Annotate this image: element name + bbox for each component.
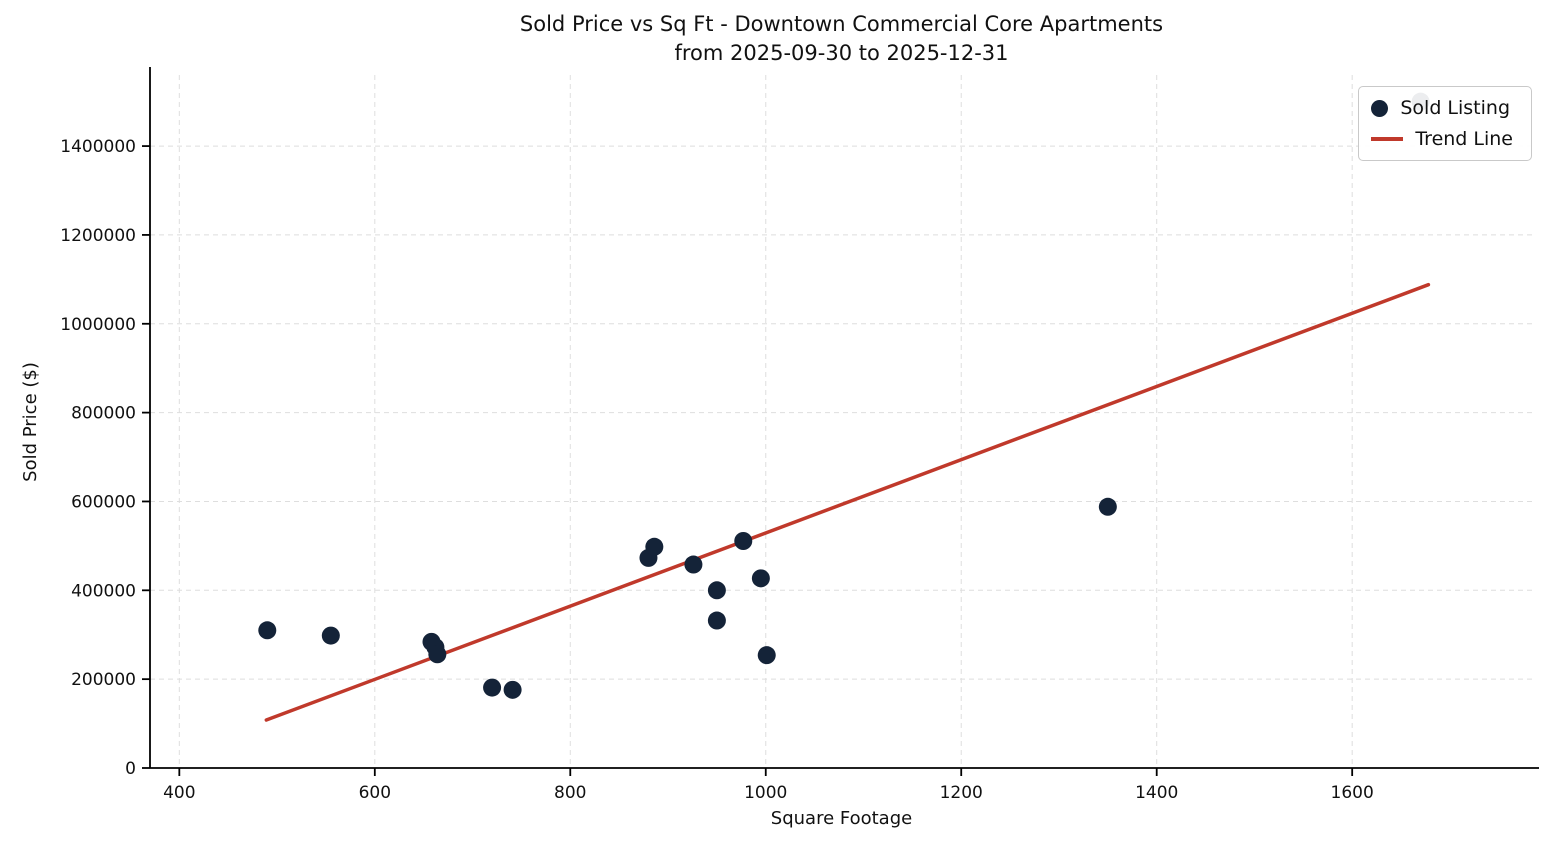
y-tick-label: 1200000	[60, 226, 136, 246]
x-axis-label: Square Footage	[770, 808, 913, 829]
x-tick-label: 800	[554, 783, 586, 803]
y-tick-label: 800000	[71, 404, 136, 424]
y-axis-label: Sold Price ($)	[20, 362, 41, 482]
legend-label-trend-line: Trend Line	[1415, 128, 1513, 150]
trend-line-marker-icon	[1371, 137, 1404, 141]
scatter-point	[707, 611, 726, 630]
x-tick-label: 1400	[1135, 783, 1178, 803]
x-tick-label: 600	[359, 783, 391, 803]
sold-listing-marker-icon	[1371, 99, 1389, 117]
y-tick-label: 200000	[71, 670, 136, 690]
scatter-point	[483, 678, 502, 697]
scatter-point	[1098, 497, 1117, 516]
scatter-point	[645, 537, 664, 556]
legend-item-trend-line: Trend Line	[1371, 128, 1513, 150]
trend-line	[264, 282, 1431, 722]
legend-label-sold-listing: Sold Listing	[1400, 97, 1511, 119]
x-tick-label: 1000	[744, 783, 787, 803]
scatter-point	[684, 555, 703, 574]
x-tick-label: 1600	[1331, 783, 1374, 803]
chart-subtitle: from 2025-09-30 to 2025-12-31	[674, 41, 1009, 65]
scatter-point	[428, 645, 447, 664]
legend: Sold Listing Trend Line	[1358, 86, 1532, 161]
scatter-point	[707, 581, 726, 600]
scatter-point	[321, 626, 340, 645]
y-tick-label: 400000	[71, 581, 136, 601]
x-tick-label: 1200	[940, 783, 983, 803]
scatter-point	[503, 680, 522, 699]
chart-title: Sold Price vs Sq Ft - Downtown Commercia…	[519, 12, 1164, 36]
legend-item-sold-listing: Sold Listing	[1371, 97, 1513, 119]
scatter-point	[734, 531, 753, 550]
scatter-point	[751, 569, 770, 588]
y-tick-label: 600000	[71, 492, 136, 512]
scatter-point	[258, 621, 277, 640]
scatter-point	[757, 646, 776, 665]
y-tick-label: 0	[125, 759, 136, 779]
y-tick-label: 1000000	[60, 315, 136, 335]
x-tick-label: 400	[163, 783, 195, 803]
y-tick-label: 1400000	[60, 137, 136, 157]
